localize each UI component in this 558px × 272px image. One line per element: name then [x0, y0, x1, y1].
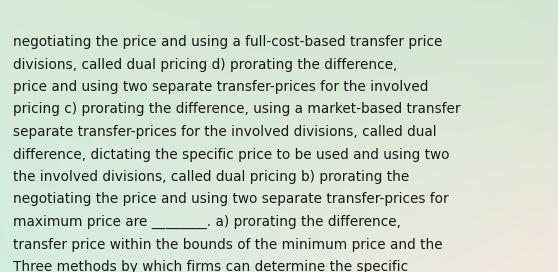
Text: negotiating the price and using a full-cost-based transfer price: negotiating the price and using a full-c… — [13, 35, 442, 49]
Text: difference, dictating the specific price to be used and using two: difference, dictating the specific price… — [13, 147, 450, 162]
Text: separate transfer-prices for the involved divisions, called dual: separate transfer-prices for the involve… — [13, 125, 436, 139]
Text: transfer price within the bounds of the minimum price and the: transfer price within the bounds of the … — [13, 237, 442, 252]
Text: negotiating the price and using two separate transfer-prices for: negotiating the price and using two sepa… — [13, 193, 449, 206]
Text: maximum price are ________. a) prorating the difference,: maximum price are ________. a) prorating… — [13, 215, 401, 229]
Text: pricing c) prorating the difference, using a market-based transfer: pricing c) prorating the difference, usi… — [13, 103, 460, 116]
Text: price and using two separate transfer-prices for the involved: price and using two separate transfer-pr… — [13, 80, 429, 94]
Text: divisions, called dual pricing d) prorating the difference,: divisions, called dual pricing d) prorat… — [13, 57, 397, 72]
Text: Three methods by which firms can determine the specific: Three methods by which firms can determi… — [13, 260, 408, 272]
Text: the involved divisions, called dual pricing b) prorating the: the involved divisions, called dual pric… — [13, 170, 409, 184]
